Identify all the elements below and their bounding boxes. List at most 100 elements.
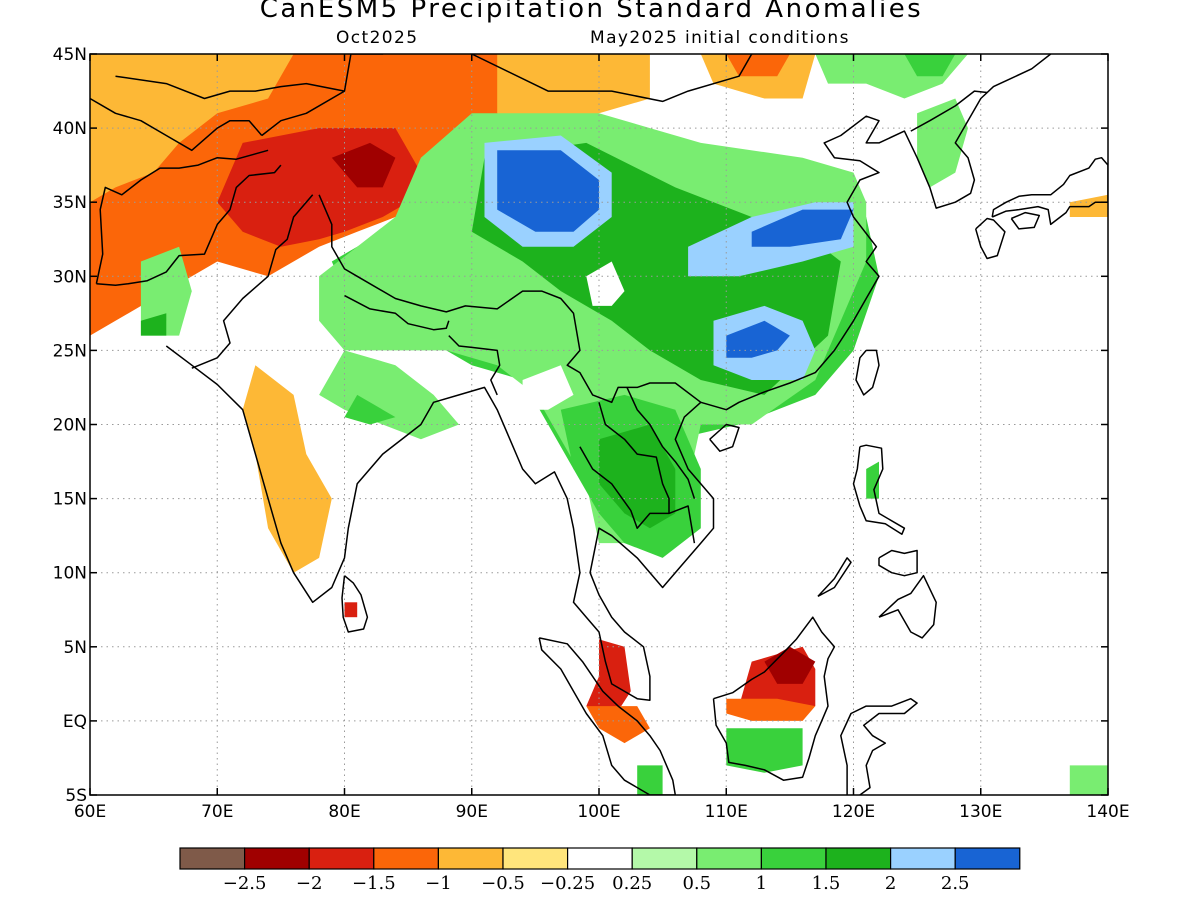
coastline-nepal-south xyxy=(344,294,450,331)
coastline-central-asia-borders xyxy=(90,97,263,152)
colorbar-swatch xyxy=(566,847,633,870)
coastline-sulawesi xyxy=(840,697,918,795)
anomaly-india-east-wet xyxy=(319,350,459,440)
coastline-bangladesh xyxy=(448,335,501,396)
map-subtitle-init: May2025 initial conditions xyxy=(590,28,850,48)
colorbar-swatch xyxy=(308,847,375,870)
lon-tick-label: 80E xyxy=(328,802,360,822)
lat-tick-label: 10N xyxy=(53,564,87,584)
coastline-shikoku xyxy=(1010,211,1041,230)
colorbar-label: 1.5 xyxy=(812,873,841,894)
colorbar-label: −1.5 xyxy=(352,873,396,894)
coastline-vietnam-laos xyxy=(626,387,696,499)
coastline-sumatra xyxy=(538,637,677,795)
lat-tick-label: 5S xyxy=(65,786,87,806)
coastline-borneo xyxy=(712,616,836,781)
lon-tick-label: 100E xyxy=(577,802,620,822)
lat-tick-label: 15N xyxy=(53,490,87,510)
lat-tick-label: 20N xyxy=(53,416,87,436)
colorbar-label: −2 xyxy=(296,873,323,894)
anomaly-srilanka-red xyxy=(344,602,358,618)
anomaly-manchuria-wet2 xyxy=(904,54,956,77)
lon-tick-label: 120E xyxy=(832,802,875,822)
colorbar-label: −0.5 xyxy=(481,873,525,894)
lat-tick-label: 45N xyxy=(53,45,87,65)
anomaly-india-yellow xyxy=(242,365,332,573)
anomaly-borneo-south-wet xyxy=(726,728,803,773)
anomaly-india-east-wet2 xyxy=(344,394,396,425)
anomaly-indochina-core xyxy=(599,424,676,529)
coastline-kyushu xyxy=(974,217,1006,260)
anomaly-mongolia-yellow xyxy=(700,54,816,99)
colorbar-swatch xyxy=(954,847,1021,870)
anomaly-south-china-blue-dark xyxy=(726,320,790,358)
coastline-luzon xyxy=(852,444,906,535)
anomaly-yangtze-blue-dark xyxy=(751,209,854,247)
anomaly-indonesia-east-wet xyxy=(1069,765,1108,795)
lon-tick-label: 70E xyxy=(201,802,233,822)
colorbar-label: 2 xyxy=(885,873,896,894)
anomaly-borneo-orange xyxy=(726,698,816,721)
lat-tick-label: 35N xyxy=(53,193,87,213)
anomaly-malaysia-red xyxy=(586,639,631,721)
coastline-palawan xyxy=(817,557,852,598)
coastline-hainan xyxy=(709,423,740,452)
colorbar: −2.5 −2 −1.5 −1 −0.5 −0.25 0.25 0.5 1 1.5 2 2.5 xyxy=(179,847,1021,894)
colorbar-label: 0.25 xyxy=(612,873,652,894)
lat-tick-label: 30N xyxy=(53,267,87,287)
colorbar-swatch xyxy=(825,847,892,870)
axis-ticks: 60E 70E 80E 90E 100E 110E 120E 130E 140E 45N 40N 35… xyxy=(53,45,1130,822)
colorbar-label: −2.5 xyxy=(223,873,267,894)
colorbar-label: 1 xyxy=(756,873,767,894)
anomaly-pakistan-south-wet xyxy=(140,246,192,336)
coastline-afghanistan-border xyxy=(96,164,282,286)
anomaly-sumatra-orange xyxy=(586,706,650,744)
colorbar-label: 2.5 xyxy=(941,873,970,894)
lon-tick-label: 140E xyxy=(1086,802,1129,822)
gridlines xyxy=(90,54,1108,795)
colorbar-swatch xyxy=(244,847,310,870)
coastline-thai-cambodia xyxy=(579,446,669,529)
coastline-myanmar-laos xyxy=(598,402,696,544)
anomaly-sumatra-south-wet xyxy=(637,765,663,795)
coastline-honshu xyxy=(991,156,1108,226)
lat-tick-label: EQ xyxy=(63,712,87,732)
lat-tick-label: 5N xyxy=(63,638,87,658)
anomaly-pakistan-south-wet2 xyxy=(140,313,167,336)
anomaly-bangladesh-white xyxy=(522,365,574,410)
colorbar-swatch xyxy=(889,847,956,870)
lat-tick-label: 40N xyxy=(53,119,87,139)
colorbar-swatch xyxy=(179,847,246,870)
coastline-mongolia-border xyxy=(471,54,756,103)
anomaly-yunnan-white xyxy=(586,261,625,306)
colorbar-label: −0.25 xyxy=(540,873,595,894)
coastline-himalaya-border xyxy=(318,194,702,404)
coastline-asia-mainland-coast xyxy=(165,54,1052,701)
colorbar-swatch xyxy=(502,847,569,870)
anomaly-qinghai-blue-dark xyxy=(497,150,599,232)
map-title: CanESM5 Precipitation Standard Anomalies xyxy=(259,0,924,24)
anomaly-philippines-wet xyxy=(866,461,879,499)
coastline-korea-dmz xyxy=(910,90,988,132)
colorbar-label: 0.5 xyxy=(682,873,711,894)
coastlines xyxy=(90,54,1108,795)
colorbar-swatch xyxy=(631,847,698,870)
coastline-india-pakistan-border xyxy=(191,194,314,369)
colorbar-swatch xyxy=(696,847,762,870)
coastline-mindanao xyxy=(878,574,937,639)
lat-tick-label: 25N xyxy=(53,341,87,361)
map-subtitle-month: Oct2025 xyxy=(336,28,419,48)
colorbar-label: −1 xyxy=(425,873,452,894)
coastline-kazakh-border xyxy=(115,75,345,100)
coastline-sri-lanka xyxy=(341,575,369,633)
colorbar-swatch xyxy=(760,847,827,870)
colorbar-swatch xyxy=(437,847,504,870)
anomaly-borneo-core xyxy=(764,646,816,684)
lon-tick-label: 130E xyxy=(959,802,1002,822)
colorbar-swatch xyxy=(373,847,439,870)
coastline-iran-afghan-border xyxy=(95,149,269,284)
lon-tick-label: 60E xyxy=(74,802,106,822)
coastline-visayas xyxy=(878,549,918,577)
lon-tick-label: 110E xyxy=(705,802,748,822)
